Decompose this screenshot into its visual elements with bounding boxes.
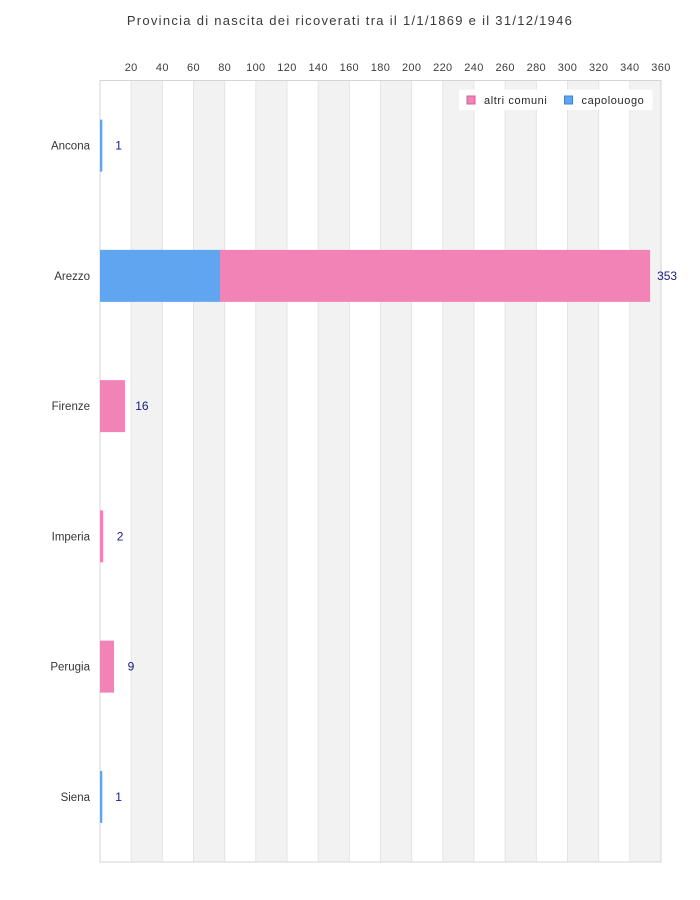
svg-text:16: 16 [135, 399, 149, 413]
svg-text:200: 200 [402, 62, 421, 74]
svg-text:20: 20 [125, 62, 138, 74]
svg-text:300: 300 [558, 62, 577, 74]
svg-text:240: 240 [464, 62, 483, 74]
svg-text:60: 60 [187, 62, 200, 74]
svg-text:1: 1 [115, 790, 122, 804]
svg-text:Imperia: Imperia [52, 531, 91, 543]
svg-text:220: 220 [433, 62, 452, 74]
svg-text:280: 280 [527, 62, 546, 74]
svg-text:Arezzo: Arezzo [54, 271, 90, 283]
svg-text:altri comuni: altri comuni [484, 95, 547, 107]
svg-text:180: 180 [371, 62, 390, 74]
svg-text:140: 140 [308, 62, 327, 74]
svg-text:320: 320 [589, 62, 608, 74]
svg-text:capolouogo: capolouogo [582, 95, 645, 107]
svg-text:2: 2 [117, 529, 124, 543]
svg-text:100: 100 [246, 62, 265, 74]
svg-text:Provincia di nascita dei ricov: Provincia di nascita dei ricoverati tra … [127, 13, 573, 28]
svg-text:Firenze: Firenze [52, 401, 90, 413]
svg-text:Ancona: Ancona [51, 141, 91, 153]
svg-text:Siena: Siena [61, 792, 91, 804]
svg-text:360: 360 [651, 62, 670, 74]
svg-text:340: 340 [620, 62, 639, 74]
svg-text:40: 40 [156, 62, 169, 74]
svg-text:9: 9 [128, 660, 135, 674]
svg-text:353: 353 [657, 269, 677, 283]
svg-text:Perugia: Perugia [50, 662, 90, 674]
svg-text:1: 1 [115, 139, 122, 153]
svg-text:160: 160 [340, 62, 359, 74]
svg-text:80: 80 [218, 62, 231, 74]
svg-text:260: 260 [495, 62, 514, 74]
svg-text:120: 120 [277, 62, 296, 74]
